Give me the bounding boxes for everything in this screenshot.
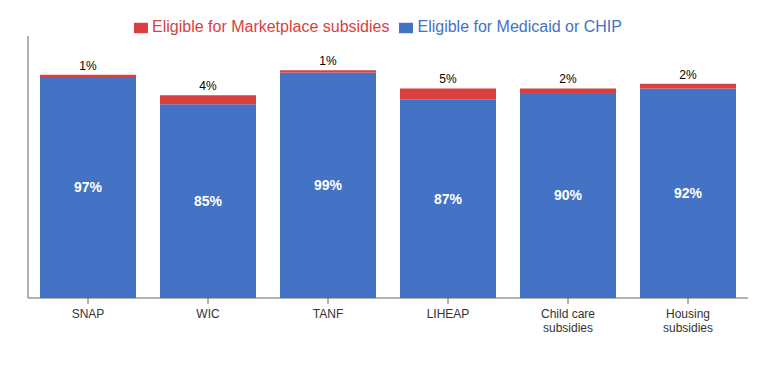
svg-text:TANF: TANF — [313, 307, 343, 321]
svg-text:90%: 90% — [554, 187, 583, 203]
svg-text:1%: 1% — [319, 54, 337, 68]
svg-text:99%: 99% — [314, 177, 343, 193]
svg-text:85%: 85% — [194, 193, 223, 209]
svg-text:1%: 1% — [79, 59, 97, 73]
svg-text:LIHEAP: LIHEAP — [427, 307, 470, 321]
svg-text:4%: 4% — [199, 79, 217, 93]
html-text:Eligible for Marketplace subsi: Eligible for Marketplace subsidies — [152, 18, 390, 35]
html-text:Eligible for Medicaid or CHIP: Eligible for Medicaid or CHIP — [417, 18, 622, 35]
svg-text:Housingsubsidies: Housingsubsidies — [663, 307, 713, 335]
svg-text:92%: 92% — [674, 185, 703, 201]
svg-text:2%: 2% — [559, 72, 577, 86]
svg-text:2%: 2% — [679, 68, 697, 82]
svg-text:97%: 97% — [74, 179, 103, 195]
svg-text:5%: 5% — [439, 72, 457, 86]
svg-text:WIC: WIC — [196, 307, 220, 321]
svg-text:87%: 87% — [434, 191, 463, 207]
svg-text:SNAP: SNAP — [72, 307, 105, 321]
svg-text:Child caresubsidies: Child caresubsidies — [541, 307, 595, 335]
